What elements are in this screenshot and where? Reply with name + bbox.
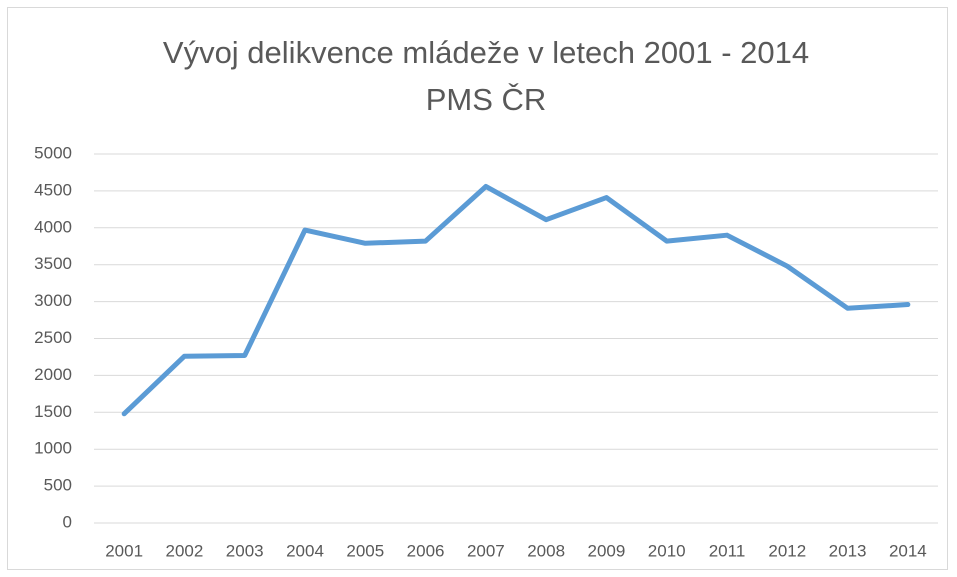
y-tick-label: 1000 — [34, 439, 72, 458]
y-tick-label: 4500 — [34, 180, 72, 199]
x-tick-label: 2001 — [105, 541, 143, 560]
y-tick-label: 500 — [44, 476, 72, 495]
x-tick-label: 2003 — [226, 541, 264, 560]
y-tick-label: 1500 — [34, 402, 72, 421]
chart-border — [7, 7, 948, 570]
y-tick-label: 3500 — [34, 254, 72, 273]
x-tick-label: 2006 — [407, 541, 445, 560]
x-tick-label: 2013 — [829, 541, 867, 560]
y-tick-label: 2000 — [34, 365, 72, 384]
y-tick-label: 2500 — [34, 328, 72, 347]
y-tick-label: 3000 — [34, 291, 72, 310]
x-tick-label: 2012 — [768, 541, 806, 560]
x-tick-label: 2010 — [648, 541, 686, 560]
x-tick-label: 2011 — [709, 541, 746, 560]
data-line — [121, 183, 911, 417]
x-tick-label: 2014 — [889, 541, 927, 560]
x-tick-label: 2004 — [286, 541, 324, 560]
y-tick-label: 4000 — [34, 217, 72, 236]
x-tick-label: 2002 — [166, 541, 204, 560]
y-tick-label: 5000 — [34, 143, 72, 162]
chart-subtitle: PMS ČR — [426, 82, 547, 117]
x-tick-label: 2007 — [467, 541, 505, 560]
x-tick-label: 2008 — [527, 541, 565, 560]
x-tick-label: 2005 — [346, 541, 384, 560]
x-tick-label: 2009 — [588, 541, 626, 560]
chart-title: Vývoj delikvence mládeže v letech 2001 -… — [163, 35, 809, 70]
y-tick-label: 0 — [63, 512, 72, 531]
